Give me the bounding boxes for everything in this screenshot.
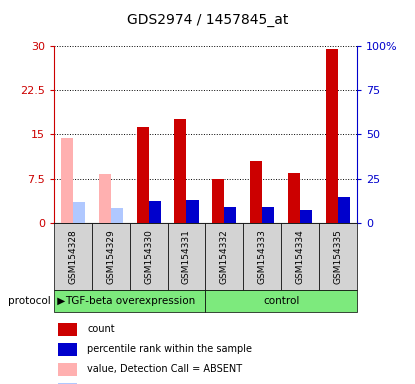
Bar — [250, 161, 262, 223]
Bar — [149, 200, 161, 223]
Text: GSM154329: GSM154329 — [106, 229, 115, 284]
Text: count: count — [87, 324, 115, 334]
Bar — [174, 119, 186, 223]
Bar — [111, 208, 123, 223]
Text: TGF-beta overexpression: TGF-beta overexpression — [65, 296, 195, 306]
Text: GSM154335: GSM154335 — [334, 229, 342, 284]
Bar — [326, 49, 338, 223]
Text: GDS2974 / 1457845_at: GDS2974 / 1457845_at — [127, 13, 288, 27]
Text: GSM154334: GSM154334 — [295, 229, 305, 284]
Bar — [225, 207, 237, 223]
Text: value, Detection Call = ABSENT: value, Detection Call = ABSENT — [87, 364, 242, 374]
Bar — [338, 197, 350, 223]
Bar — [137, 127, 149, 223]
Text: protocol  ▶: protocol ▶ — [8, 296, 66, 306]
Bar — [61, 138, 73, 223]
Bar — [73, 202, 85, 223]
Bar — [186, 200, 199, 223]
Text: control: control — [263, 296, 299, 306]
Bar — [99, 174, 111, 223]
Bar — [288, 173, 300, 223]
Text: GSM154331: GSM154331 — [182, 229, 191, 284]
Text: GSM154330: GSM154330 — [144, 229, 153, 284]
Text: GSM154333: GSM154333 — [258, 229, 267, 284]
Bar — [300, 210, 312, 223]
Text: GSM154328: GSM154328 — [68, 229, 77, 284]
Bar — [262, 207, 274, 223]
Text: percentile rank within the sample: percentile rank within the sample — [87, 344, 252, 354]
Text: GSM154332: GSM154332 — [220, 229, 229, 284]
Bar — [212, 179, 225, 223]
